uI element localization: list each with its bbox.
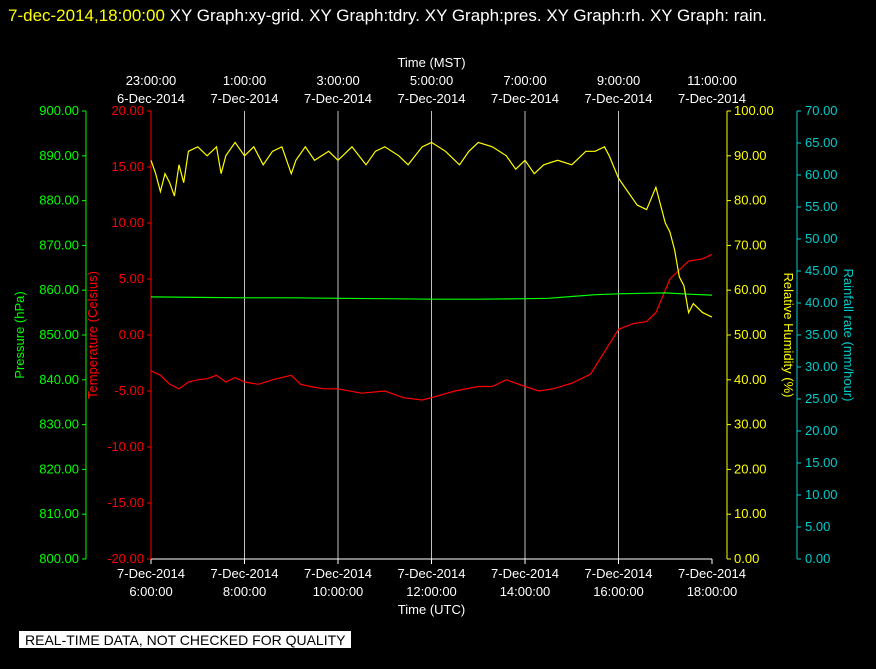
pressure-tick-label: 890.00 [39, 148, 79, 163]
pressure-tick-label: 810.00 [39, 506, 79, 521]
temperature-tick-label: 20.00 [111, 103, 144, 118]
rain-tick-label: 70.00 [805, 103, 838, 118]
pressure-tick-label: 850.00 [39, 327, 79, 342]
humidity-tick-label: 20.00 [734, 461, 767, 476]
rain-tick-label: 10.00 [805, 487, 838, 502]
x-tick-date: 7-Dec-2014 [491, 566, 559, 581]
humidity-tick-label: 70.00 [734, 237, 767, 252]
chart-header: 7-dec-2014,18:00:00 XY Graph:xy-grid. XY… [8, 2, 868, 30]
temperature-tick-label: 5.00 [119, 271, 144, 286]
rain-tick-label: 5.00 [805, 519, 830, 534]
temperature-tick-label: 0.00 [119, 327, 144, 342]
rain-tick-label: 50.00 [805, 231, 838, 246]
rain-tick-label: 25.00 [805, 391, 838, 406]
top-tick-time: 23:00:00 [126, 73, 177, 88]
x-tick-date: 7-Dec-2014 [211, 566, 279, 581]
top-tick-date: 6-Dec-2014 [117, 91, 185, 106]
x-tick-time: 18:00:00 [687, 584, 738, 599]
top-axis-title: Time (MST) [397, 55, 465, 70]
temperature-tick-label: -10.00 [107, 439, 144, 454]
pressure-axis-title: Pressure (hPa) [12, 291, 27, 378]
humidity-axis-title: Relative Humidity (%) [781, 273, 796, 398]
x-tick-time: 14:00:00 [500, 584, 551, 599]
top-tick-date: 7-Dec-2014 [585, 91, 653, 106]
header-graph-list: XY Graph:xy-grid. XY Graph:tdry. XY Grap… [164, 6, 767, 25]
humidity-tick-label: 90.00 [734, 148, 767, 163]
x-tick-date: 7-Dec-2014 [585, 566, 653, 581]
temperature-axis-title: Temperature (Celsius) [85, 271, 100, 399]
top-tick-date: 7-Dec-2014 [304, 91, 372, 106]
pressure-series-line [150, 292, 713, 300]
humidity-tick-label: 50.00 [734, 327, 767, 342]
x-axis-title: Time (UTC) [398, 602, 465, 617]
x-tick-date: 7-Dec-2014 [304, 566, 372, 581]
x-tick-time: 10:00:00 [313, 584, 364, 599]
x-tick-date: 7-Dec-2014 [678, 566, 746, 581]
top-tick-date: 7-Dec-2014 [491, 91, 559, 106]
rain-tick-label: 35.00 [805, 327, 838, 342]
rain-tick-label: 45.00 [805, 263, 838, 278]
humidity-tick-label: 100.00 [734, 103, 774, 118]
rain-tick-label: 15.00 [805, 455, 838, 470]
temperature-tick-label: -5.00 [114, 383, 144, 398]
rain-tick-label: 0.00 [805, 551, 830, 566]
x-tick-time: 8:00:00 [223, 584, 266, 599]
pressure-tick-label: 830.00 [39, 417, 79, 432]
temperature-tick-label: -20.00 [107, 551, 144, 566]
top-tick-date: 7-Dec-2014 [398, 91, 466, 106]
header-timestamp: 7-dec-2014,18:00:00 [8, 6, 165, 25]
temperature-tick-label: 10.00 [111, 215, 144, 230]
x-tick-time: 16:00:00 [593, 584, 644, 599]
humidity-tick-label: 0.00 [734, 551, 759, 566]
top-tick-time: 1:00:00 [223, 73, 266, 88]
temperature-series-line [150, 253, 713, 401]
pressure-tick-label: 820.00 [39, 461, 79, 476]
x-tick-date: 7-Dec-2014 [398, 566, 466, 581]
pressure-tick-label: 870.00 [39, 237, 79, 252]
rain-axis-title: Rainfall rate (mm/hour) [841, 269, 856, 402]
top-tick-date: 7-Dec-2014 [678, 91, 746, 106]
humidity-tick-label: 60.00 [734, 282, 767, 297]
humidity-tick-label: 40.00 [734, 372, 767, 387]
x-tick-time: 6:00:00 [129, 584, 172, 599]
top-tick-time: 11:00:00 [687, 73, 737, 88]
humidity-tick-label: 10.00 [734, 506, 767, 521]
rain-tick-label: 60.00 [805, 167, 838, 182]
x-tick-date: 7-Dec-2014 [117, 566, 185, 581]
temperature-tick-label: 15.00 [111, 159, 144, 174]
quality-notice: REAL-TIME DATA, NOT CHECKED FOR QUALITY [19, 631, 352, 648]
pressure-tick-label: 800.00 [39, 551, 79, 566]
humidity-series-line [150, 141, 713, 318]
top-tick-time: 7:00:00 [503, 73, 546, 88]
top-tick-date: 7-Dec-2014 [211, 91, 279, 106]
rain-tick-label: 20.00 [805, 423, 838, 438]
rain-tick-label: 55.00 [805, 199, 838, 214]
top-tick-time: 3:00:00 [316, 73, 359, 88]
rain-tick-label: 65.00 [805, 135, 838, 150]
rain-tick-label: 30.00 [805, 359, 838, 374]
pressure-tick-label: 880.00 [39, 193, 79, 208]
pressure-tick-label: 900.00 [39, 103, 79, 118]
temperature-tick-label: -15.00 [107, 495, 144, 510]
x-tick-time: 12:00:00 [406, 584, 457, 599]
humidity-tick-label: 30.00 [734, 417, 767, 432]
top-tick-time: 5:00:00 [410, 73, 453, 88]
humidity-tick-label: 80.00 [734, 193, 767, 208]
pressure-tick-label: 840.00 [39, 372, 79, 387]
pressure-tick-label: 860.00 [39, 282, 79, 297]
rain-tick-label: 40.00 [805, 295, 838, 310]
top-tick-time: 9:00:00 [597, 73, 640, 88]
